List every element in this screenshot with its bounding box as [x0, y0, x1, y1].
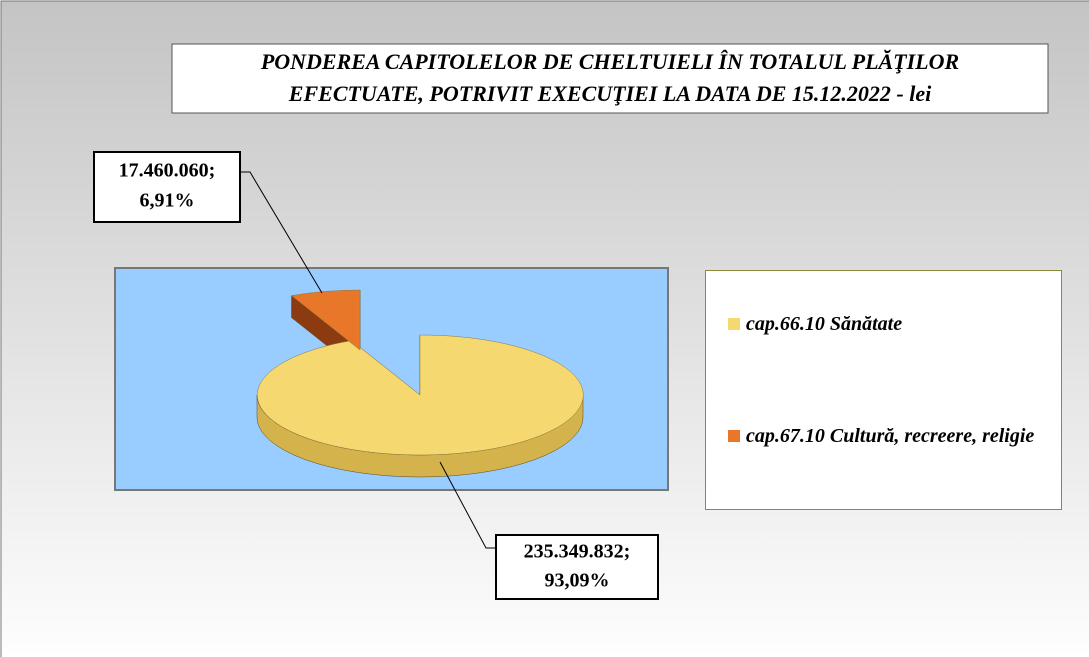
legend-label: cap.67.10 Cultură, recreere, religie — [746, 425, 1035, 447]
label-box — [495, 534, 659, 600]
legend-item: cap.67.10 Cultură, recreere, religie — [728, 421, 1066, 451]
legend-label: cap.66.10 Sănătate — [746, 313, 903, 335]
chart-title: PONDEREA CAPITOLELOR DE CHELTUIELI ÎN TO… — [260, 49, 959, 74]
data-label: 93,09% — [545, 570, 610, 592]
title-box — [171, 43, 1049, 114]
data-label: 235.349.832; — [524, 541, 631, 563]
slice — [290, 289, 361, 351]
legend-item: cap.66.10 Sănătate — [728, 309, 1066, 339]
slice — [257, 334, 584, 456]
leader-line — [439, 461, 496, 549]
data-label: 6,91% — [140, 190, 195, 212]
legend-swatch — [728, 430, 740, 442]
leader-line — [240, 171, 323, 294]
legend-swatch — [728, 318, 740, 330]
legend: cap.66.10 Sănătate cap.67.10 Cultură, re… — [705, 270, 1062, 510]
label-box — [93, 151, 241, 223]
chart-title: EFECTUATE, POTRIVIT EXECUŢIEI LA DATA DE… — [288, 81, 932, 106]
data-label: 17.460.060; — [119, 160, 216, 182]
pie — [256, 289, 584, 478]
